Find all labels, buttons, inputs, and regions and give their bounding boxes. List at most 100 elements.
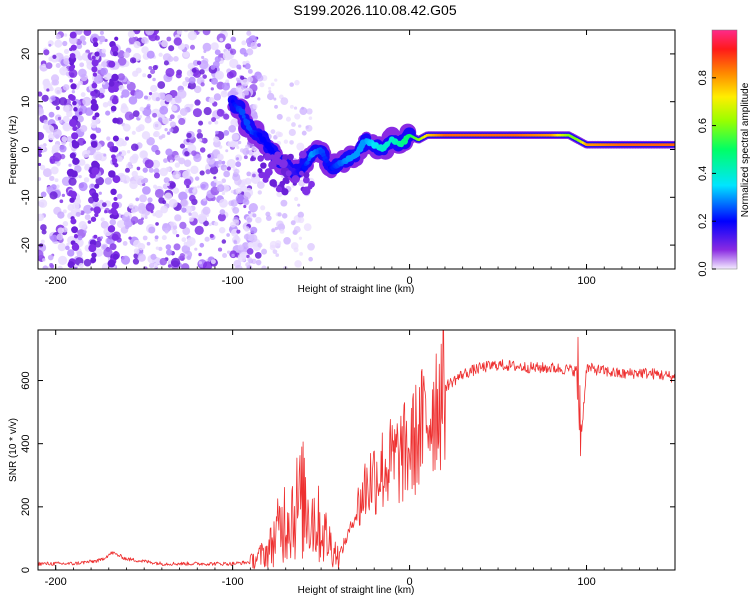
spectrogram-noise-blob <box>92 72 98 77</box>
spectrogram-noise-blob <box>200 183 206 189</box>
spectrogram-noise-blob <box>194 186 198 190</box>
spectrogram-noise-blob <box>226 166 231 171</box>
spectrogram-noise-blob <box>153 167 160 174</box>
spectrogram-noise-blob <box>117 73 125 81</box>
spectrogram-ytick-label: 10 <box>20 96 32 108</box>
spectrogram-noise-blob <box>307 242 315 251</box>
spectrogram-noise-blob <box>58 119 63 124</box>
spectrogram-noise-blob <box>274 226 279 231</box>
spectrogram-ytick-label: -10 <box>20 189 32 205</box>
spectrogram-noise-blob <box>45 78 49 82</box>
spectrogram-noise-blob <box>67 249 75 257</box>
spectrogram-noise-blob <box>121 103 127 110</box>
spectrogram-ylabel: Frequency (Hz) <box>8 116 19 185</box>
spectrogram-noise-blob <box>198 261 203 265</box>
spectrogram-noise-blob <box>189 44 196 50</box>
spectrogram-noise-blob <box>70 170 78 178</box>
snr-xtick-label: -100 <box>222 576 244 588</box>
spectrogram-noise-blob <box>238 140 242 145</box>
plot-title: S199.2026.110.08.42.G05 <box>293 2 457 18</box>
spectrogram-noise-blob <box>246 217 253 223</box>
spectrogram-noise-blob <box>79 35 86 42</box>
spectrogram-noise-blob <box>158 197 165 204</box>
spectrogram-noise-blob <box>211 117 217 123</box>
spectrogram-noise-blob <box>132 110 140 118</box>
spectrogram-noise-blob <box>271 228 276 233</box>
spectrogram-noise-blob <box>290 220 296 226</box>
spectrogram-noise-blob <box>120 255 131 265</box>
spectrogram-noise-blob <box>90 183 95 187</box>
spectrogram-noise-blob <box>213 136 220 143</box>
spectrogram-noise-blob <box>174 214 182 222</box>
spectrogram-noise-blob <box>236 229 241 234</box>
spectrogram-noise-blob <box>40 191 47 198</box>
spectrogram-noise-blob <box>141 46 149 54</box>
spectrogram-noise-blob <box>134 174 140 181</box>
spectrogram-noise-blob <box>171 105 178 112</box>
spectrogram-noise-blob <box>187 81 196 90</box>
spectrogram-noise-blob <box>231 133 240 141</box>
spectrogram-ridge-mark <box>301 186 311 196</box>
spectrogram-noise-blob <box>197 30 203 33</box>
spectrogram-noise-blob <box>226 250 231 254</box>
spectrogram-noise-blob <box>275 253 280 257</box>
spectrogram-xtick-label: -200 <box>45 275 67 287</box>
spectrogram-noise-blob <box>43 49 50 56</box>
spectrogram-noise-blob <box>165 67 175 77</box>
spectrogram-ridge-mark <box>287 153 294 161</box>
spectrogram-ridge-mark <box>279 180 286 187</box>
spectrogram-noise-blob <box>194 225 204 235</box>
spectrogram-noise-blob <box>71 226 78 234</box>
spectrogram-noise-blob <box>49 235 55 240</box>
spectrogram-noise-blob <box>273 97 277 101</box>
spectrogram-noise-blob <box>38 153 42 158</box>
spectrogram-noise-blob <box>161 134 166 139</box>
spectrogram-noise-blob <box>65 245 70 251</box>
spectrogram-noise-blob <box>229 58 239 69</box>
spectrogram-noise-blob <box>61 176 72 186</box>
spectrogram-noise-blob <box>83 230 87 234</box>
spectrogram-noise-blob <box>147 197 153 203</box>
spectrogram-noise-blob <box>69 78 74 83</box>
spectrogram-noise-blob <box>107 259 116 268</box>
spectrogram-noise-blob <box>165 244 172 250</box>
spectrogram-noise-blob <box>247 69 253 74</box>
spectrogram-noise-blob <box>252 103 258 110</box>
spectrogram-noise-blob <box>203 50 207 54</box>
spectrogram-noise-blob <box>68 65 75 72</box>
spectrogram-noise-blob <box>289 82 294 87</box>
spectrogram-noise-blob <box>228 124 237 133</box>
spectrogram-noise-blob <box>49 191 58 200</box>
spectrogram-noise-blob <box>66 110 73 118</box>
spectrogram-noise-blob <box>102 101 109 108</box>
spectrogram-noise-blob <box>148 167 154 173</box>
spectrogram-noise-blob <box>108 80 115 87</box>
spectrogram-noise-blob <box>196 60 202 66</box>
spectrogram-noise-blob <box>297 216 305 224</box>
spectrogram-noise-blob <box>268 86 272 90</box>
spectrogram-noise-blob <box>100 67 109 76</box>
spectrogram-noise-blob <box>210 87 214 91</box>
spectrogram-ridge-mark <box>324 158 329 164</box>
spectrogram-noise-blob <box>267 92 275 101</box>
spectrogram-noise-blob <box>245 92 249 96</box>
spectrogram-noise-blob <box>202 74 207 79</box>
spectrogram-noise-blob <box>208 121 212 125</box>
spectrogram-noise-blob <box>56 233 64 241</box>
spectrogram-ridge-mark <box>263 153 272 161</box>
spectrogram-noise-blob <box>182 227 191 235</box>
spectrogram-noise-blob <box>148 263 155 269</box>
spectrogram-noise-blob <box>57 211 65 219</box>
spectrogram-noise-blob <box>38 162 42 167</box>
spectrogram-noise-blob <box>58 97 68 106</box>
spectrogram-noise-blob <box>147 73 152 79</box>
spectrogram-noise-blob <box>57 242 67 252</box>
spectrogram-noise-blob <box>48 43 52 47</box>
spectrogram-noise-blob <box>141 131 151 140</box>
spectrogram-noise-blob <box>187 31 197 41</box>
spectrogram-noise-blob <box>91 192 99 200</box>
spectrogram-noise-blob <box>90 90 96 97</box>
spectrogram-noise-blob <box>154 210 163 219</box>
